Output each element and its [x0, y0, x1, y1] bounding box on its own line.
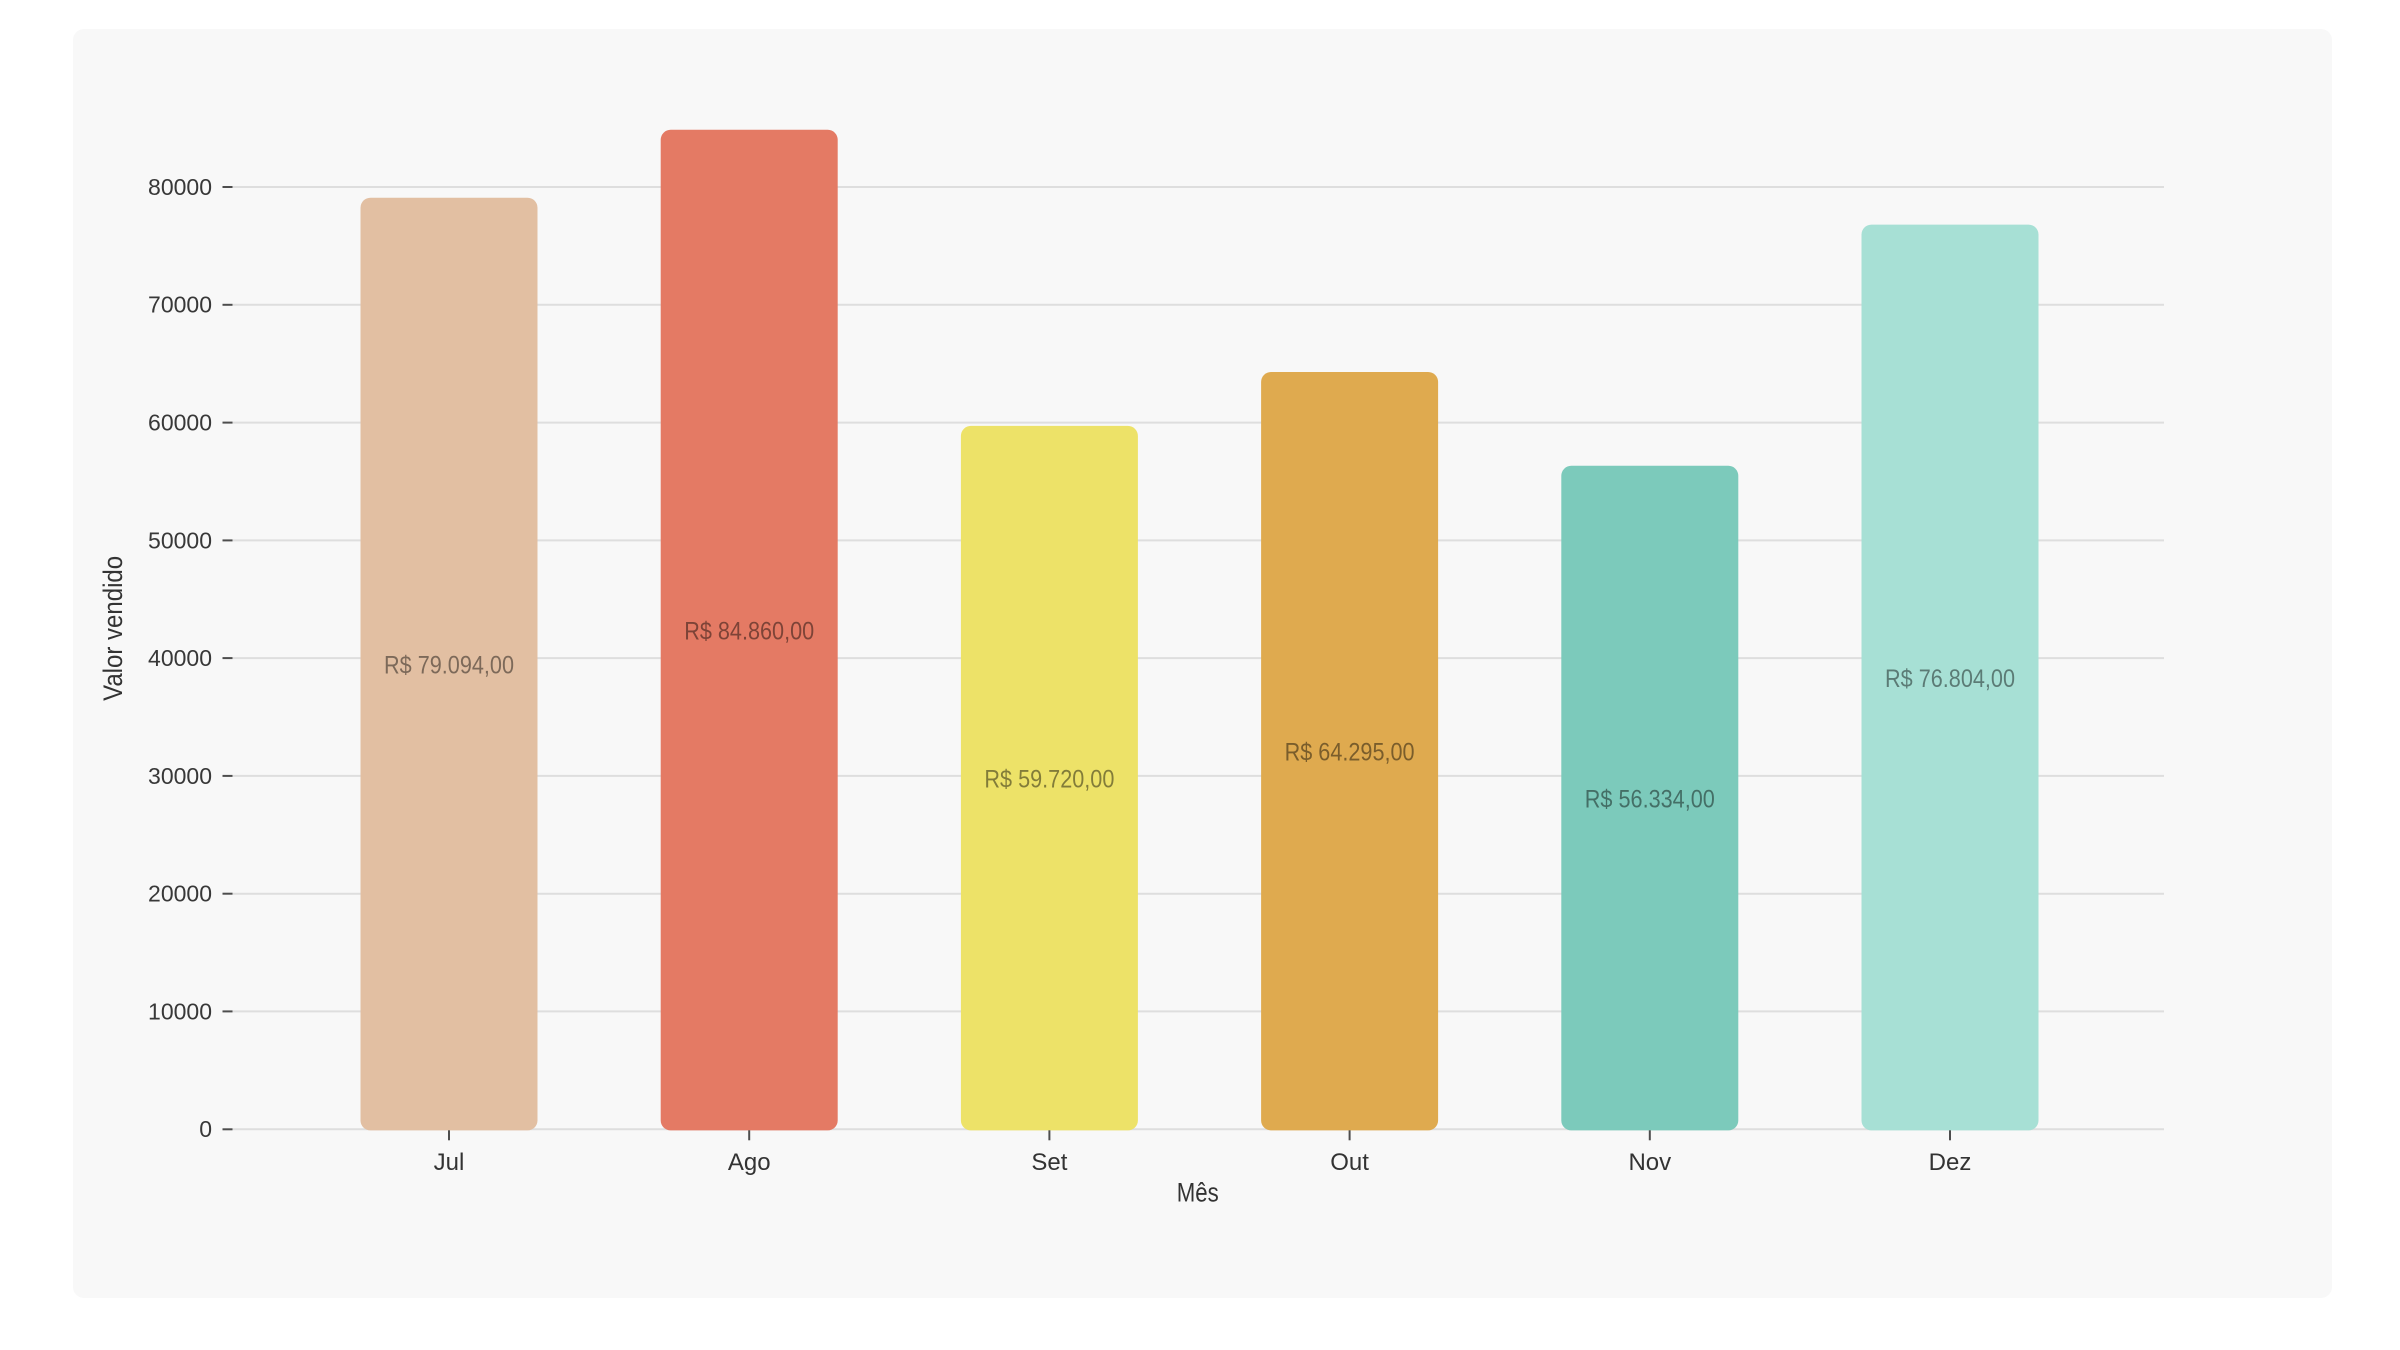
svg-text:20000: 20000: [148, 881, 212, 907]
svg-text:40000: 40000: [148, 645, 212, 671]
svg-text:R$ 76.804,00: R$ 76.804,00: [1885, 665, 2015, 693]
svg-text:70000: 70000: [148, 292, 212, 318]
svg-text:R$ 84.860,00: R$ 84.860,00: [684, 617, 814, 645]
svg-text:R$ 79.094,00: R$ 79.094,00: [384, 651, 514, 679]
svg-text:0: 0: [199, 1116, 212, 1142]
svg-text:Ago: Ago: [728, 1149, 771, 1176]
svg-text:Set: Set: [1031, 1149, 1067, 1176]
svg-text:60000: 60000: [148, 410, 212, 436]
svg-text:Valor vendido: Valor vendido: [98, 556, 128, 701]
svg-text:50000: 50000: [148, 527, 212, 553]
svg-text:Jul: Jul: [434, 1149, 465, 1176]
svg-text:R$ 56.334,00: R$ 56.334,00: [1585, 785, 1715, 813]
svg-text:R$ 59.720,00: R$ 59.720,00: [984, 765, 1114, 793]
svg-text:R$ 64.295,00: R$ 64.295,00: [1285, 739, 1415, 767]
svg-text:80000: 80000: [148, 174, 212, 200]
svg-text:Out: Out: [1330, 1149, 1369, 1176]
svg-text:Nov: Nov: [1628, 1149, 1671, 1176]
svg-text:30000: 30000: [148, 763, 212, 789]
svg-text:10000: 10000: [148, 998, 212, 1024]
svg-text:Dez: Dez: [1929, 1149, 1972, 1176]
svg-text:Mês: Mês: [1177, 1178, 1219, 1208]
